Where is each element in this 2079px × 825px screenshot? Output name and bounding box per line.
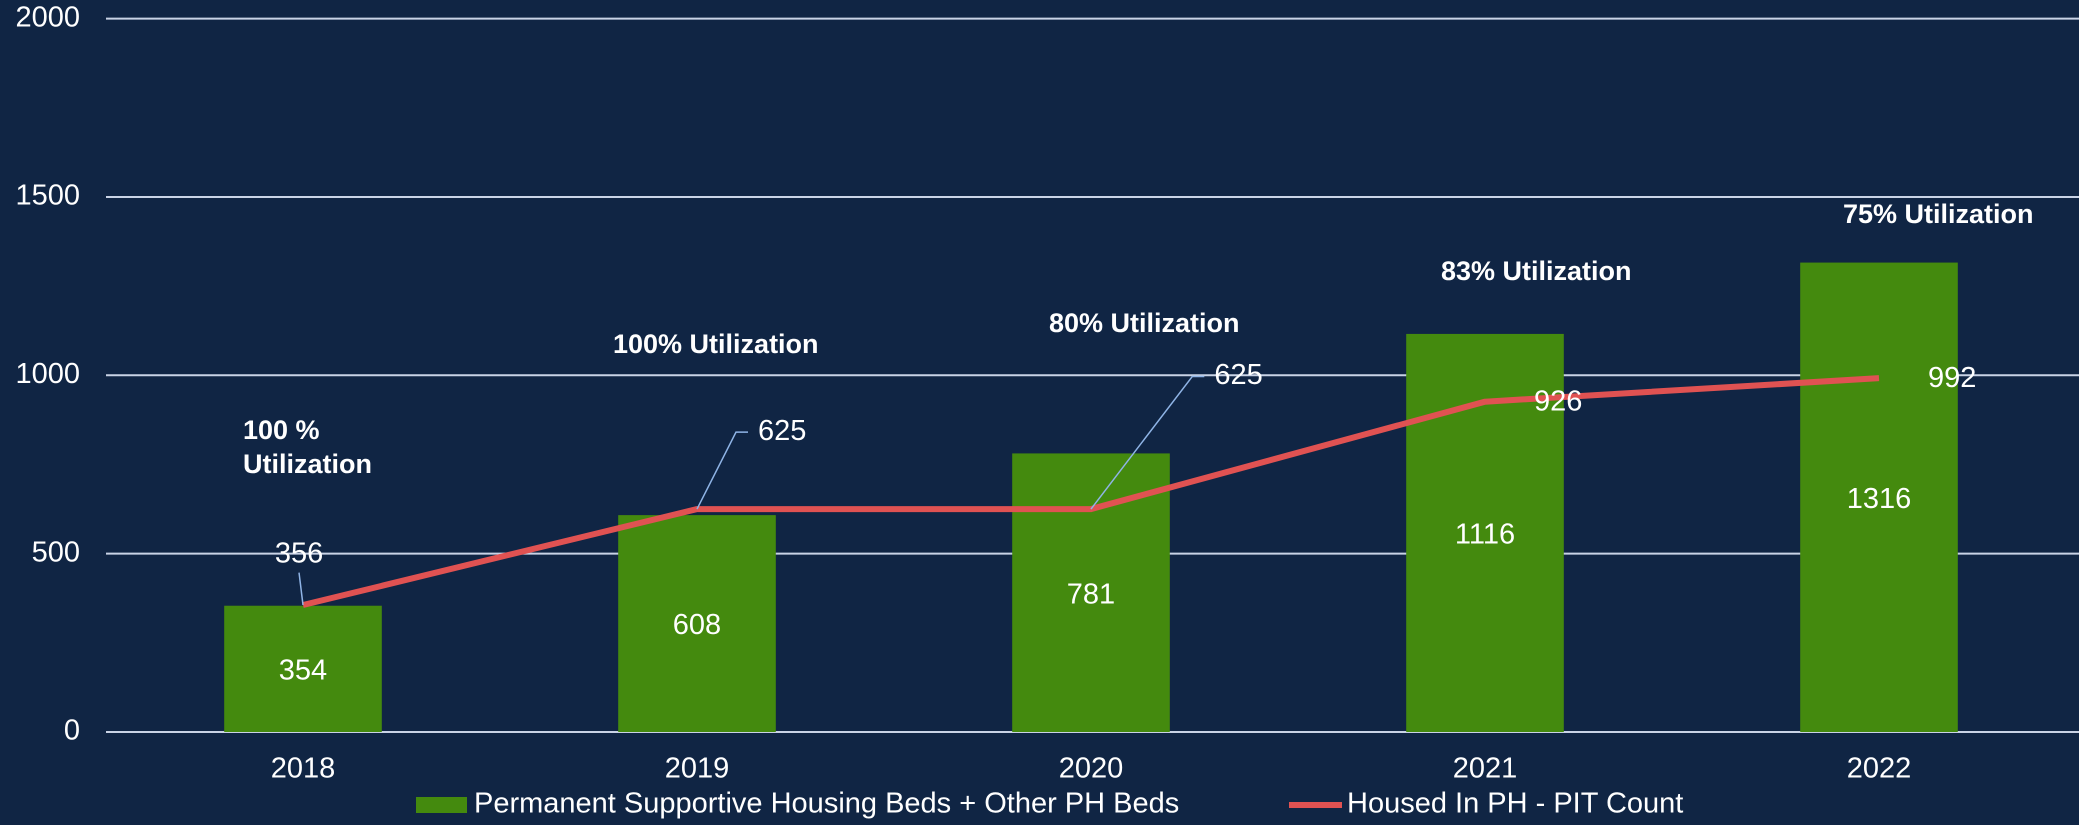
x-tick-label: 2022 bbox=[1847, 753, 1912, 785]
x-tick-label: 2021 bbox=[1453, 753, 1518, 785]
legend-label: Permanent Supportive Housing Beds + Othe… bbox=[474, 788, 1179, 820]
y-tick-label: 2000 bbox=[15, 1, 80, 33]
bar bbox=[1012, 453, 1170, 732]
annotation: 100% Utilization bbox=[613, 329, 819, 359]
x-tick-label: 2019 bbox=[665, 753, 730, 785]
line bbox=[302, 375, 1880, 608]
y-tick-label: 1500 bbox=[15, 180, 80, 212]
y-tick-label: 0 bbox=[64, 715, 80, 747]
line-value-label: 992 bbox=[1928, 362, 1976, 394]
x-tick-label: 2018 bbox=[271, 753, 336, 785]
line-value-label: 926 bbox=[1534, 386, 1582, 418]
annotation: 75% Utilization bbox=[1843, 199, 2034, 229]
bar bbox=[618, 515, 776, 732]
line-value-label: 356 bbox=[275, 537, 323, 569]
legend-label: Housed In PH - PIT Count bbox=[1347, 788, 1683, 820]
leader-line bbox=[1090, 375, 1205, 510]
annotation: 100 % Utilization bbox=[243, 415, 372, 479]
bar bbox=[1800, 262, 1958, 732]
annotation: 80% Utilization bbox=[1049, 308, 1240, 338]
annotation: 83% Utilization bbox=[1441, 256, 1632, 286]
bar bbox=[224, 605, 382, 732]
bar-value-label: 354 bbox=[279, 655, 327, 687]
y-tick-label: 1000 bbox=[15, 358, 80, 390]
bar-value-label: 608 bbox=[673, 609, 721, 641]
bar-value-label: 1316 bbox=[1847, 483, 1912, 515]
bar-value-label: 1116 bbox=[1455, 519, 1515, 551]
line-value-label: 625 bbox=[1214, 359, 1262, 391]
line-value-label: 625 bbox=[758, 415, 806, 447]
leader-line bbox=[696, 431, 748, 510]
legend-swatch bbox=[416, 797, 467, 813]
bar-value-label: 781 bbox=[1067, 578, 1115, 610]
y-tick-label: 500 bbox=[32, 536, 80, 568]
leader-line bbox=[298, 572, 304, 606]
x-tick-label: 2020 bbox=[1059, 753, 1124, 785]
